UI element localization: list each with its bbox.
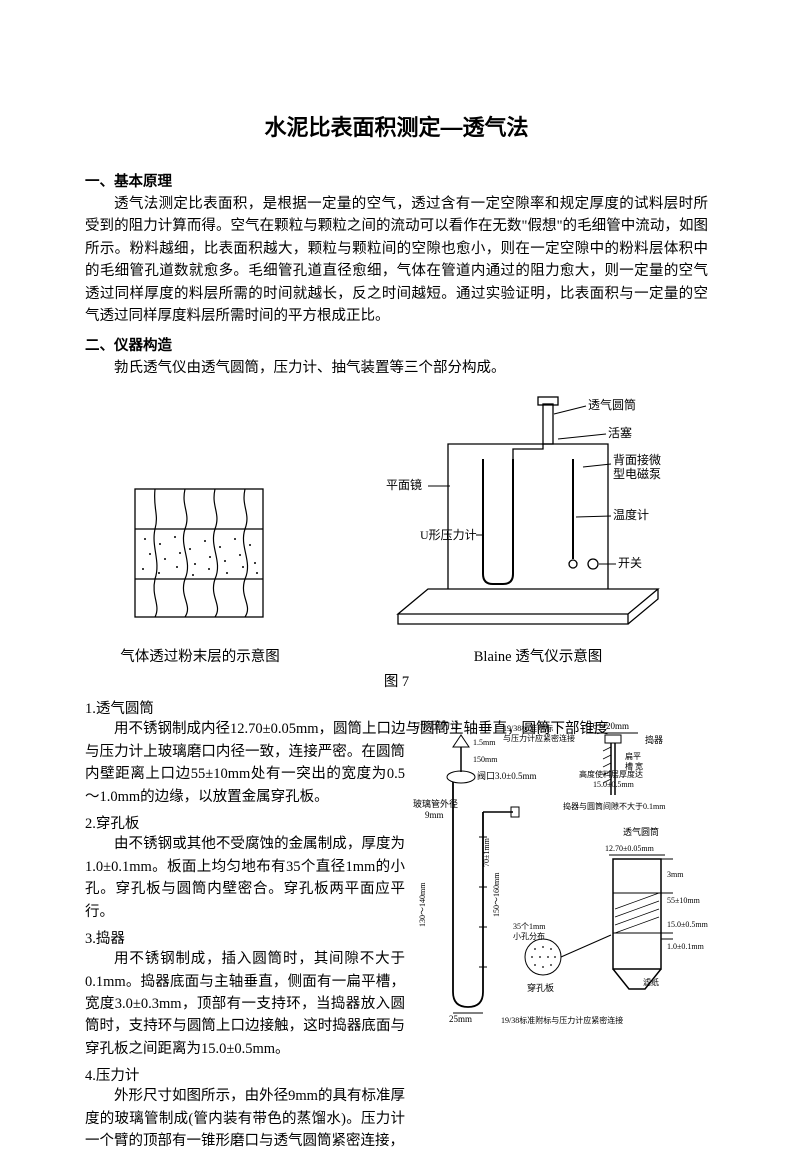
svg-text:U形压力计: U形压力计: [420, 528, 477, 542]
svg-text:开关: 开关: [618, 556, 642, 570]
lower-columns: 1.透气圆筒 用不锈钢制成内径12.70±0.05mm，圆筒上口边与圆筒主轴垂直…: [85, 697, 708, 1153]
svg-text:捣器: 捣器: [645, 734, 663, 745]
svg-text:35个1mm: 35个1mm: [513, 922, 546, 931]
svg-text:25mm: 25mm: [449, 1014, 472, 1024]
svg-text:1.5mm: 1.5mm: [473, 738, 496, 747]
svg-text:透气圆筒: 透气圆筒: [623, 826, 659, 837]
svg-text:3mm: 3mm: [667, 870, 684, 879]
svg-text:16～20mm: 16～20mm: [588, 721, 629, 731]
svg-text:19/38标准附标与压力计应紧密连接: 19/38标准附标与压力计应紧密连接: [501, 1015, 623, 1025]
svg-text:130～140mm: 130～140mm: [418, 882, 427, 927]
svg-text:温度计: 温度计: [613, 507, 649, 522]
svg-text:9mm: 9mm: [425, 810, 444, 820]
narrow-body: 与压力计上玻璃磨口内径一致，连接严密。在圆筒内壁距离上口边55±10mm处有一突…: [85, 741, 405, 1153]
figure-7-row: 气体透过粉末层的示意图 平面镜 U形压力计 透气: [85, 389, 708, 666]
sub1-p2: 与压力计上玻璃磨口内径一致，连接严密。在圆筒内壁距离上口边55±10mm处有一突…: [85, 741, 405, 808]
svg-text:19/38标准附标: 19/38标准附标: [503, 723, 553, 733]
section-2-heading: 二、仪器构造: [85, 334, 708, 355]
svg-text:150～160mm: 150～160mm: [492, 872, 501, 917]
svg-text:55±10mm: 55±10mm: [667, 896, 701, 905]
sub4-head: 4.压力计: [85, 1064, 405, 1085]
svg-text:70±1mm: 70±1mm: [482, 838, 491, 868]
powder-layer-diagram-icon: [115, 469, 285, 639]
section-1-para: 透气法测定比表面积，是根据一定量的空气，透过含有一定空隙率和规定厚度的试料层时所…: [85, 193, 708, 328]
svg-text:滤纸: 滤纸: [643, 977, 659, 987]
sub3-head: 3.捣器: [85, 927, 405, 948]
svg-text:高度使料层厚度达: 高度使料层厚度达: [579, 769, 643, 779]
page: 水泥比表面积测定—透气法 一、基本原理 透气法测定比表面积，是根据一定量的空气，…: [0, 0, 793, 1122]
sub3-p: 用不锈钢制成，插入圆筒时，其间隙不大于0.1mm。捣器底面与主轴垂直，侧面有一扁…: [85, 948, 405, 1060]
section-1-heading: 一、基本原理: [85, 170, 708, 191]
blaine-apparatus-icon: 平面镜 U形压力计 透气圆筒 活塞 温度计 背面接: [378, 389, 698, 639]
figure-7-left: 气体透过粉末层的示意图: [85, 469, 315, 666]
sub2-head: 2.穿孔板: [85, 812, 405, 833]
svg-text:扁平: 扁平: [625, 751, 641, 761]
svg-text:平面镜: 平面镜: [386, 477, 422, 492]
figure-7-right: 平面镜 U形压力计 透气圆筒 活塞 温度计 背面接: [368, 389, 708, 666]
svg-text:穿孔板: 穿孔板: [527, 982, 554, 993]
svg-text:透气圆筒: 透气圆筒: [588, 397, 636, 412]
svg-text:阀口3.0±0.5mm: 阀口3.0±0.5mm: [477, 771, 536, 781]
doc-title: 水泥比表面积测定—透气法: [85, 110, 708, 142]
svg-text:捣器与圆筒间隙不大于0.1mm: 捣器与圆筒间隙不大于0.1mm: [563, 801, 666, 811]
svg-text:背面接微: 背面接微: [613, 452, 661, 467]
dimension-diagram: U形压力计 阀口3.0±0.5mm 玻璃管外径 9mm 70±1mm: [413, 717, 708, 1027]
svg-text:活塞: 活塞: [608, 425, 632, 440]
figure-7-left-caption: 气体透过粉末层的示意图: [85, 645, 315, 666]
svg-text:12.70±0.05mm: 12.70±0.05mm: [605, 844, 655, 853]
section-2-para: 勃氏透气仪由透气圆筒，压力计、抽气装置等三个部分构成。: [85, 357, 708, 379]
figure-7-right-caption: Blaine 透气仪示意图: [368, 645, 708, 666]
svg-text:15.0±0.5mm: 15.0±0.5mm: [667, 920, 708, 929]
svg-text:型电磁泵: 型电磁泵: [613, 466, 661, 481]
svg-text:与压力计应紧密连接: 与压力计应紧密连接: [503, 733, 575, 743]
figure-7-label: 图 7: [85, 670, 708, 691]
sub4-p: 外形尺寸如图所示，由外径9mm的具有标准厚度的玻璃管制成(管内装有带色的蒸馏水)…: [85, 1085, 405, 1152]
sub1-head: 1.透气圆筒: [85, 697, 708, 718]
sub2-p: 由不锈钢或其他不受腐蚀的金属制成，厚度为1.0±0.1mm。板面上均匀地布有35…: [85, 833, 405, 923]
svg-text:150mm: 150mm: [473, 755, 498, 764]
svg-text:小孔分布: 小孔分布: [513, 931, 545, 941]
svg-text:U形压力计: U形压力计: [413, 719, 460, 732]
svg-text:15.0±0.5mm: 15.0±0.5mm: [593, 780, 635, 789]
dimension-diagram-icon: U形压力计 阀口3.0±0.5mm 玻璃管外径 9mm 70±1mm: [413, 717, 708, 1027]
svg-text:玻璃管外径: 玻璃管外径: [413, 798, 458, 809]
svg-text:1.0±0.1mm: 1.0±0.1mm: [667, 942, 705, 951]
